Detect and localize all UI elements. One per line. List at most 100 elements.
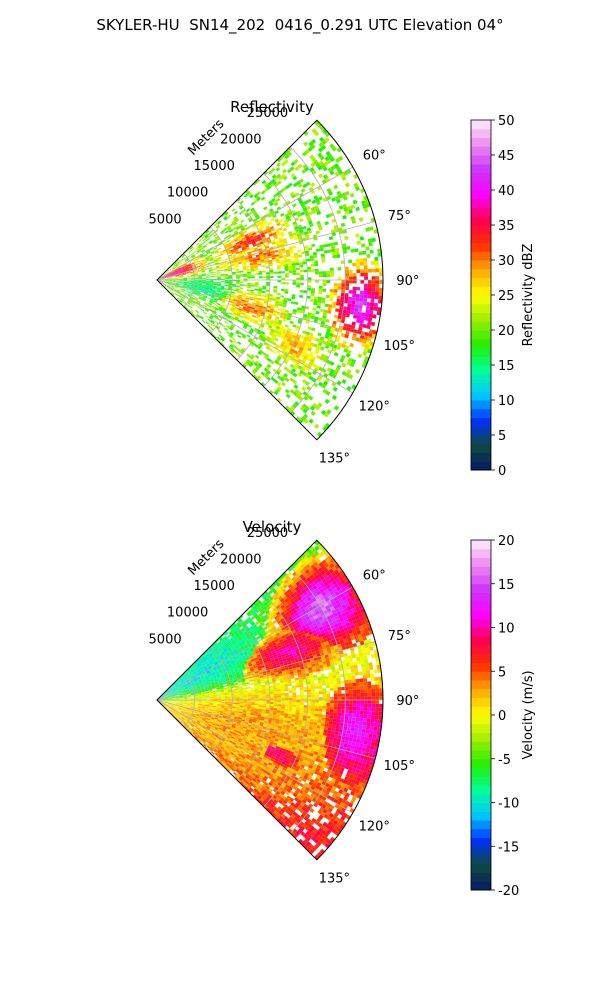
- data-gate: [231, 267, 236, 270]
- data-gate: [259, 239, 264, 243]
- data-gate: [312, 307, 317, 311]
- angle-tick-label: 120°: [359, 399, 390, 414]
- data-gate: [190, 282, 195, 284]
- data-gate: [253, 262, 258, 265]
- data-gate: [364, 331, 369, 337]
- data-gate: [178, 271, 183, 273]
- data-gate: [330, 165, 336, 171]
- data-gate: [189, 305, 193, 309]
- data-gate: [292, 280, 297, 283]
- data-gate: [334, 195, 340, 201]
- colorbar-segment: [471, 277, 491, 287]
- data-gate: [173, 289, 177, 292]
- data-gate: [321, 300, 326, 304]
- data-gate: [286, 329, 291, 334]
- data-gate: [167, 273, 171, 276]
- data-gate: [239, 287, 244, 290]
- data-gate: [254, 319, 259, 323]
- data-gate: [273, 202, 279, 207]
- data-gate: [167, 272, 171, 275]
- data-gate: [245, 213, 250, 218]
- data-gate: [336, 190, 342, 196]
- data-gate: [202, 283, 206, 285]
- data-gate: [319, 136, 325, 142]
- data-gate: [251, 242, 257, 246]
- data-gate: [186, 286, 191, 288]
- data-gate: [222, 316, 227, 320]
- data-gate: [297, 358, 302, 363]
- data-gate: [284, 288, 289, 292]
- data-gate: [212, 268, 217, 271]
- data-gate: [343, 249, 348, 254]
- data-gate: [258, 219, 263, 224]
- data-gate: [274, 254, 279, 257]
- data-gate: [365, 305, 371, 310]
- data-gate: [213, 271, 217, 274]
- data-gate: [227, 291, 232, 294]
- data-gate: [309, 342, 315, 347]
- data-gate: [283, 159, 289, 165]
- data-gate: [208, 254, 213, 257]
- data-gate: [250, 268, 255, 271]
- data-gate: [208, 316, 213, 320]
- data-gate: [255, 230, 260, 234]
- data-gate: [193, 290, 197, 293]
- data-gate: [300, 282, 304, 286]
- data-gate: [260, 243, 265, 247]
- data-gate: [209, 301, 213, 304]
- data-gate: [201, 288, 206, 291]
- data-gate: [172, 281, 176, 282]
- data-gate: [292, 175, 298, 181]
- data-gate: [195, 246, 199, 250]
- data-gate: [238, 291, 243, 294]
- data-gate: [318, 226, 323, 231]
- data-gate: [324, 156, 330, 162]
- data-gate: [337, 194, 343, 199]
- data-gate: [260, 311, 266, 315]
- data-gate: [291, 296, 296, 300]
- data-gate: [232, 273, 236, 275]
- data-gate: [254, 308, 259, 311]
- data-gate: [335, 166, 341, 172]
- data-gate: [305, 343, 310, 348]
- data-gate: [202, 274, 206, 277]
- data-gate: [236, 244, 241, 248]
- data-gate: [302, 364, 308, 370]
- data-gate: [258, 287, 263, 290]
- data-gate: [184, 266, 189, 269]
- data-gate: [202, 278, 206, 280]
- data-gate: [281, 349, 286, 354]
- data-gate: [351, 359, 357, 364]
- data-gate: [181, 268, 186, 271]
- data-gate: [205, 282, 210, 284]
- data-gate: [283, 336, 288, 341]
- data-gate: [177, 289, 181, 292]
- data-gate: [378, 299, 383, 304]
- data-gate: [329, 361, 335, 366]
- data-gate: [263, 231, 268, 235]
- data-gate: [169, 269, 173, 272]
- data-gate: [356, 269, 361, 273]
- data-gate: [263, 334, 268, 339]
- data-gate: [256, 216, 261, 220]
- data-gate: [282, 175, 288, 181]
- data-gate: [256, 242, 261, 246]
- data-gate: [286, 317, 291, 321]
- data-gate: [178, 270, 182, 273]
- data-gate: [240, 219, 245, 224]
- data-gate: [187, 282, 191, 284]
- data-gate: [294, 301, 299, 305]
- data-gate: [186, 283, 191, 285]
- data-gate: [264, 243, 269, 247]
- data-gate: [262, 276, 267, 279]
- data-gate: [183, 278, 188, 280]
- data-gate: [240, 226, 245, 230]
- data-gate: [209, 276, 214, 278]
- data-gate: [167, 273, 171, 276]
- data-gate: [313, 159, 319, 165]
- data-gate: [286, 346, 292, 351]
- data-gate: [241, 299, 246, 302]
- data-gate: [285, 275, 289, 278]
- data-gate: [286, 209, 292, 214]
